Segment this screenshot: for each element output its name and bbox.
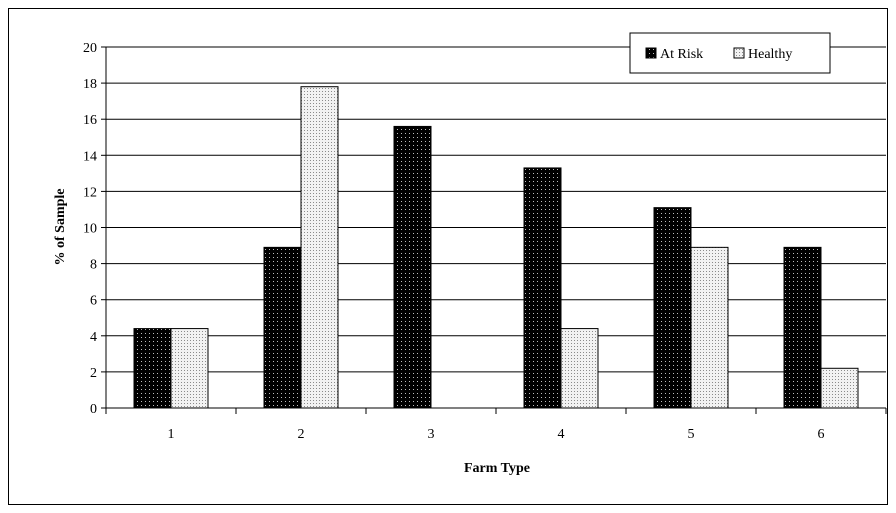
x-tick-label: 5 (688, 427, 695, 442)
y-tick-label: 2 (90, 366, 97, 381)
y-tick-label: 10 (83, 222, 97, 237)
y-tick-label: 4 (90, 330, 97, 345)
x-tick-labels: 1 2 3 4 5 6 (168, 427, 825, 442)
legend: At Risk Healthy (629, 32, 831, 74)
bar-at-risk-2 (263, 246, 302, 409)
x-tick-label: 4 (558, 427, 565, 442)
x-tick-label: 1 (168, 427, 175, 442)
legend-label-healthy: Healthy (748, 47, 792, 62)
bar-healthy-5 (690, 246, 729, 409)
bar-at-risk-4 (523, 167, 562, 409)
bar-at-risk-6 (783, 246, 822, 409)
legend-label-at-risk: At Risk (660, 47, 703, 62)
y-tick-label: 8 (90, 258, 97, 273)
legend-swatch-at-risk (645, 47, 657, 59)
bar-healthy-4 (560, 328, 599, 409)
y-tick-label: 0 (90, 402, 97, 417)
y-tick-label: 6 (90, 294, 97, 309)
chart-frame (8, 8, 888, 505)
x-tick-label: 2 (298, 427, 305, 442)
axes (101, 46, 887, 414)
bar-at-risk-3 (393, 125, 432, 409)
bar-healthy-1 (170, 328, 209, 409)
bar-healthy-6 (820, 367, 859, 409)
x-axis-title: Farm Type (464, 461, 530, 476)
gridlines (106, 46, 886, 409)
bar-at-risk-1 (133, 328, 172, 409)
legend-swatch-healthy (733, 47, 745, 59)
y-tick-label: 20 (83, 41, 97, 56)
y-axis-title: % of Sample (53, 189, 68, 266)
y-tick-label: 18 (83, 77, 97, 92)
bar-at-risk-5 (653, 207, 692, 409)
y-tick-label: 14 (83, 149, 97, 164)
x-tick-label: 6 (818, 427, 825, 442)
bars (133, 86, 859, 409)
legend-box (629, 32, 831, 74)
y-tick-label: 16 (83, 113, 97, 128)
x-tick-label: 3 (428, 427, 435, 442)
y-tick-label: 12 (83, 185, 97, 200)
y-tick-labels: 0 2 4 6 8 10 12 14 16 18 20 (83, 41, 97, 417)
bar-healthy-2 (300, 86, 339, 409)
